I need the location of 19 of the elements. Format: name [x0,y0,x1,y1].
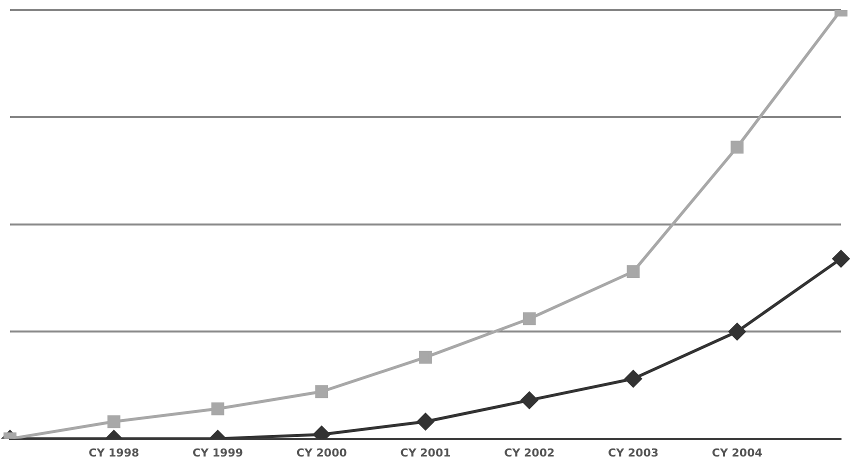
point [522,312,536,326]
x-tick-label: CY 2001 [400,446,451,460]
point [211,402,224,416]
point [315,385,328,398]
point [832,250,850,268]
x-tick-label: CY 1998 [88,446,140,460]
point [626,265,640,278]
point [417,413,434,430]
x-tick-label: CY 1999 [192,446,243,460]
x-tick-label: CY 2002 [504,446,555,460]
point [419,350,432,364]
x-tick-label: CY 2003 [608,446,658,460]
point [520,392,538,409]
x-tick-label: CY 2004 [712,446,763,460]
x-tick-label: CY 2000 [296,446,348,460]
point [624,370,642,388]
point [730,140,744,154]
point [728,323,746,340]
point [107,415,120,428]
